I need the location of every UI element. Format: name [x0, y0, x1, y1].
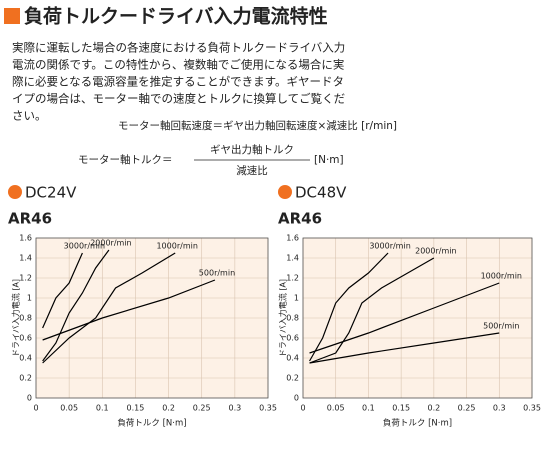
- series-label: 500r/min: [483, 322, 519, 331]
- y-tick-label: 1: [294, 294, 299, 303]
- series-label: 500r/min: [199, 269, 235, 278]
- series-label: 2000r/min: [90, 239, 131, 248]
- y-tick-label: 0.4: [19, 354, 32, 363]
- y-tick-label: 0.2: [286, 374, 299, 383]
- y-tick-label: 1.2: [286, 274, 299, 283]
- formula-numerator: ギヤ出力軸トルク: [210, 143, 294, 156]
- y-tick-label: 0.6: [286, 334, 299, 343]
- chart-subtitle: AR46: [8, 210, 52, 228]
- y-axis-label: ドライバ入力電流 [A]: [11, 279, 21, 357]
- x-tick-label: 0.1: [362, 404, 375, 413]
- x-tick-label: 0: [33, 404, 38, 413]
- plot-frame: [302, 237, 533, 399]
- formula-denominator: 減速比: [236, 164, 268, 177]
- title-icon: [4, 8, 20, 24]
- x-tick-label: 0.25: [193, 404, 211, 413]
- y-tick-label: 0.8: [286, 314, 299, 323]
- series-label: 1000r/min: [481, 272, 522, 281]
- x-tick-label: 0.25: [458, 404, 476, 413]
- y-tick-label: 0.4: [286, 354, 299, 363]
- formula-left: モーター軸トルク＝: [78, 153, 173, 166]
- series-label: 1000r/min: [156, 242, 197, 251]
- x-tick-label: 0.05: [327, 404, 345, 413]
- x-tick-label: 0.35: [523, 404, 541, 413]
- series-line: [42, 252, 83, 329]
- y-tick-label: 1.4: [286, 254, 299, 263]
- chart-subtitle: AR46: [278, 210, 322, 228]
- y-tick-label: 0: [294, 394, 299, 403]
- chart-title: DC24V: [25, 184, 77, 202]
- y-tick-label: 0.8: [19, 314, 32, 323]
- y-tick-label: 0.2: [19, 374, 32, 383]
- x-axis-label: 負荷トルク [N·m]: [117, 418, 186, 429]
- plot-frame: [35, 237, 269, 399]
- chart-title: DC48V: [295, 184, 347, 202]
- formula: モーター軸回転速度＝ギヤ出力軸回転速度×減速比 [r/min]: [118, 119, 397, 132]
- series-line: [42, 252, 176, 364]
- y-tick-label: 1: [27, 294, 32, 303]
- y-tick-label: 1.4: [19, 254, 32, 263]
- series-line: [309, 332, 500, 364]
- x-tick-label: 0: [300, 404, 305, 413]
- series-line: [309, 252, 389, 362]
- series-line: [309, 282, 500, 354]
- x-tick-label: 0.35: [259, 404, 277, 413]
- title: 負荷トルクードライバ入力電流特性: [24, 5, 328, 28]
- series-line: [309, 257, 435, 364]
- y-axis-label: ドライバ入力電流 [A]: [278, 279, 288, 357]
- paragraph: 実際に運転した場合の各速度における負荷トルクードライバ入力 電流の関係です。この…: [12, 41, 345, 123]
- series-line: [42, 279, 216, 341]
- series-line: [42, 249, 110, 362]
- y-tick-label: 0: [27, 394, 32, 403]
- para-line: 際に必要となる電源容量を推定することができます。ギヤードタ: [12, 75, 344, 89]
- y-tick-label: 1.2: [19, 274, 32, 283]
- x-tick-label: 0.15: [127, 404, 145, 413]
- series-label: 3000r/min: [369, 242, 410, 251]
- x-tick-label: 0.15: [392, 404, 410, 413]
- para-line: さい。: [12, 109, 47, 123]
- heading-icon: [278, 185, 292, 199]
- x-tick-label: 0.2: [427, 404, 440, 413]
- y-tick-label: 1.6: [19, 234, 32, 243]
- formula-unit: [N·m]: [314, 154, 344, 166]
- x-axis-label: 負荷トルク [N·m]: [383, 418, 452, 429]
- para-line: 実際に運転した場合の各速度における負荷トルクードライバ入力: [12, 41, 345, 55]
- x-tick-label: 0.3: [493, 404, 506, 413]
- x-tick-label: 0.2: [162, 404, 175, 413]
- y-tick-label: 0.6: [19, 334, 32, 343]
- para-line: イプの場合は、モーター軸での速度とトルクに換算してご覧くだ: [12, 92, 345, 106]
- x-tick-label: 0.05: [60, 404, 78, 413]
- x-tick-label: 0.1: [96, 404, 109, 413]
- x-tick-label: 0.3: [228, 404, 241, 413]
- y-tick-label: 1.6: [286, 234, 299, 243]
- series-label: 2000r/min: [415, 247, 456, 256]
- para-line: 電流の関係です。この特性から、複数軸でご使用になる場合に実: [12, 58, 344, 72]
- heading-icon: [8, 185, 22, 199]
- series-label: 3000r/min: [64, 242, 105, 251]
